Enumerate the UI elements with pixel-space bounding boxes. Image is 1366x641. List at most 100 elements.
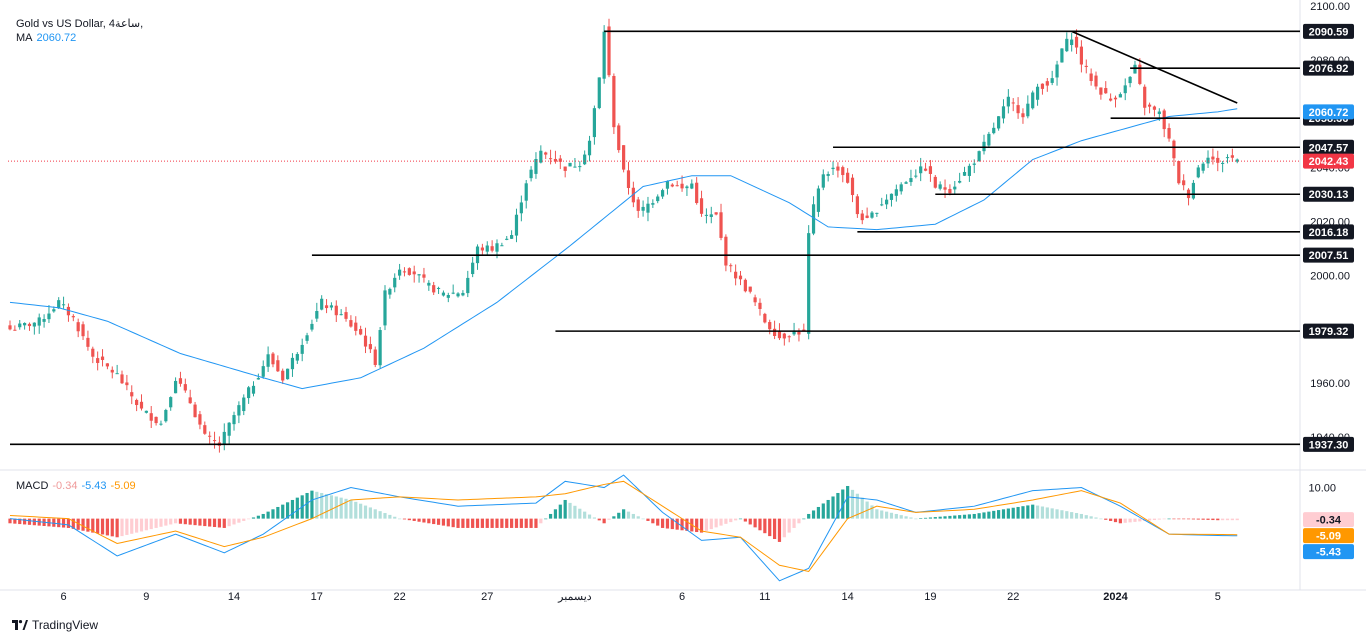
macd-hist-bar bbox=[402, 518, 407, 520]
candle-body bbox=[772, 328, 777, 337]
candle-body bbox=[120, 374, 124, 384]
macd-hist-bar bbox=[592, 517, 596, 519]
macd-hist-bar bbox=[909, 517, 913, 519]
candle-body bbox=[1123, 85, 1127, 94]
candle-body bbox=[505, 238, 509, 240]
candle-body bbox=[899, 184, 903, 192]
level-tag-label: 1979.32 bbox=[1309, 326, 1349, 338]
macd-hist-bar bbox=[558, 504, 562, 519]
candle-body bbox=[1035, 86, 1040, 100]
candle-body bbox=[1099, 87, 1103, 95]
candle-body bbox=[32, 322, 36, 327]
macd-hist-bar bbox=[1060, 510, 1064, 519]
candle-body bbox=[519, 202, 523, 214]
macd-hist-bar bbox=[519, 518, 523, 528]
macd-hist-bar bbox=[373, 509, 377, 519]
candle-body bbox=[729, 265, 733, 267]
candle-body bbox=[894, 189, 898, 196]
ma-price-tag bbox=[1303, 104, 1354, 120]
macd-hist-bar bbox=[758, 518, 762, 531]
macd-hist-bar bbox=[568, 502, 572, 519]
macd-hist-bar bbox=[695, 518, 699, 533]
candle-body bbox=[967, 165, 971, 176]
macd-hist-bar bbox=[256, 515, 260, 519]
macd-hist-value: -0.34 bbox=[52, 480, 78, 492]
candle-body bbox=[178, 378, 183, 384]
candle-body bbox=[1094, 75, 1098, 87]
candle-body bbox=[1118, 94, 1122, 98]
macd-hist-bar bbox=[1113, 518, 1118, 523]
candle-body bbox=[164, 409, 168, 422]
macd-histogram-group bbox=[8, 485, 1239, 542]
macd-hist-bar bbox=[1221, 518, 1225, 521]
candle-body bbox=[383, 290, 387, 326]
macd-hist-bar bbox=[1201, 518, 1205, 520]
macd-hist-bar bbox=[889, 512, 894, 519]
candle-body bbox=[953, 186, 957, 190]
macd-hist-bar bbox=[398, 518, 402, 520]
trend-line bbox=[1071, 30, 1238, 104]
candle-body bbox=[933, 176, 937, 188]
macd-hist-bar bbox=[456, 518, 460, 528]
macd-hist-bar bbox=[164, 518, 168, 526]
macd-hist-bar bbox=[1079, 513, 1083, 519]
candle-body bbox=[422, 274, 426, 278]
candle-body bbox=[1001, 106, 1006, 119]
macd-hist-bar bbox=[144, 518, 148, 531]
macd-hist-bar bbox=[534, 518, 538, 528]
candle-body bbox=[61, 304, 66, 306]
candle-body bbox=[461, 292, 465, 296]
macd-hist-bar bbox=[792, 518, 796, 528]
macd-hist-bar bbox=[651, 518, 655, 524]
candle-body bbox=[636, 199, 640, 211]
macd-hist-bar bbox=[266, 511, 270, 519]
candle-body bbox=[144, 410, 148, 413]
candle-body bbox=[334, 305, 338, 316]
macd-hist-bar bbox=[846, 485, 850, 519]
macd-hist-bar bbox=[1196, 518, 1200, 520]
macd-hist-bar bbox=[339, 497, 343, 519]
macd-hist-bar bbox=[1065, 511, 1069, 519]
candle-body bbox=[777, 330, 782, 339]
candle-body bbox=[923, 168, 928, 171]
candle-body bbox=[738, 275, 743, 280]
macd-hist-bar bbox=[777, 518, 782, 542]
candle-body bbox=[1109, 98, 1113, 101]
macd-hist-bar bbox=[948, 515, 952, 519]
candle-body bbox=[987, 133, 991, 146]
candle-body bbox=[660, 190, 665, 197]
macd-hist-bar bbox=[719, 518, 723, 526]
level-tag bbox=[1303, 224, 1354, 240]
candle-body bbox=[276, 360, 280, 372]
macd-hist-bar bbox=[276, 506, 280, 519]
price-tick-label: 1960.00 bbox=[1310, 378, 1350, 390]
candle-body bbox=[1074, 36, 1079, 48]
macd-hist-bar bbox=[149, 518, 153, 530]
signal-line bbox=[9, 480, 1238, 573]
macd-hist-bar bbox=[1070, 512, 1074, 519]
candle-body bbox=[958, 180, 962, 183]
candle-body bbox=[690, 183, 694, 189]
candle-body bbox=[485, 245, 489, 252]
macd-hist-bar bbox=[227, 518, 231, 527]
macd-hist-bar bbox=[904, 516, 908, 519]
candle-body bbox=[787, 336, 791, 338]
candle-body bbox=[500, 245, 504, 247]
macd-hist-bar bbox=[441, 518, 446, 526]
candle-body bbox=[1006, 96, 1010, 107]
macd-hist-bar bbox=[875, 509, 879, 519]
macd-hist-bar bbox=[461, 518, 465, 528]
candle-body bbox=[169, 397, 173, 408]
candle-body bbox=[110, 369, 114, 373]
macd-hist-bar bbox=[1206, 518, 1210, 520]
macd-hist-bar bbox=[738, 518, 743, 520]
tradingview-brand[interactable]: TradingView bbox=[12, 618, 98, 632]
candle-body bbox=[1211, 156, 1215, 160]
candle-body bbox=[1104, 88, 1108, 94]
candle-body bbox=[8, 325, 12, 330]
level-tag bbox=[1303, 139, 1354, 155]
candle-body bbox=[18, 323, 22, 328]
candle-body bbox=[724, 236, 728, 266]
macd-hist-bar bbox=[850, 489, 855, 519]
